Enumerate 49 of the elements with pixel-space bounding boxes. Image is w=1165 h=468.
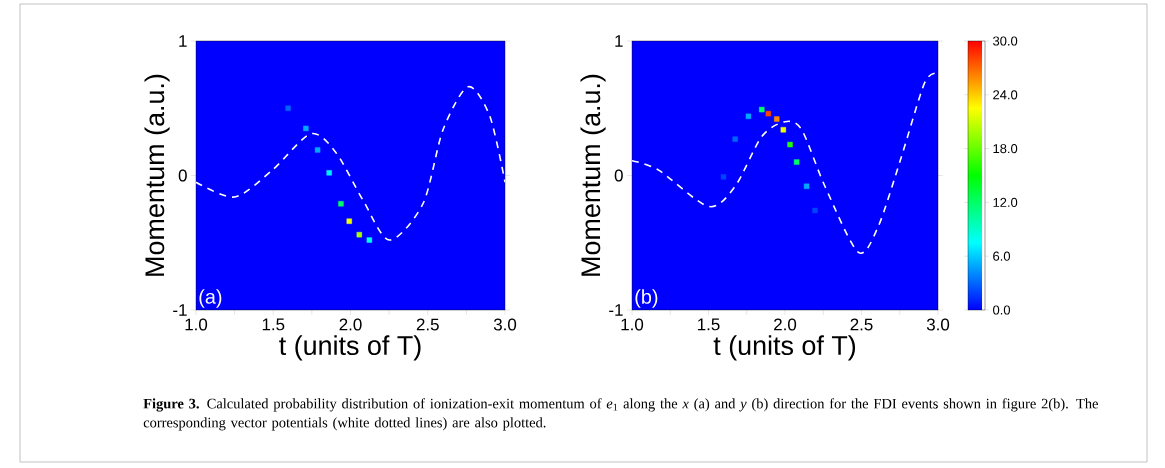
point [774, 116, 780, 122]
point [356, 231, 363, 238]
color-bar-label: 18.0 [993, 144, 1018, 154]
point [793, 159, 800, 165]
y-tick-label: 0 [614, 169, 623, 182]
color-bar-label: 24.0 [993, 90, 1018, 100]
x-tick-label: 2.0 [774, 318, 797, 331]
point [803, 183, 810, 189]
color-bar-label: 0.0 [993, 305, 1011, 315]
point [745, 113, 752, 120]
line-series [196, 85, 505, 241]
point [338, 201, 344, 207]
x-tick-label: 2.5 [416, 318, 439, 331]
color-bar-label: 12.0 [993, 197, 1018, 207]
x-tick-label: 1.5 [262, 318, 285, 331]
color-bar-label: 6.0 [993, 251, 1011, 261]
point [787, 141, 793, 148]
text: Figure 3. Calculated probability distribution of ionization-exit momentum of e$_{1}$ along the x (a) and y (b) direction for the FDI events shown in figure 2(b). The corresponding vector potentials (white dotted lines) are also plotted. [143, 398, 1098, 431]
point [732, 136, 738, 142]
y-axis-title: Momentum (a.u.) [144, 74, 170, 276]
point [765, 110, 772, 117]
x-tick-label: 3.0 [926, 318, 950, 331]
y-axis-title: Momentum (a.u.) [580, 74, 606, 276]
y-tick-label: 1 [615, 35, 623, 47]
x-tick-label: 1.0 [185, 318, 208, 331]
x-axis-title: t (units of T) [279, 335, 421, 361]
color-bar-label: 30.0 [993, 36, 1018, 46]
point [366, 237, 373, 243]
point [759, 106, 765, 113]
point [720, 174, 727, 180]
point [303, 125, 309, 132]
point [314, 147, 321, 153]
y-tick-label: -1 [173, 304, 187, 316]
x-tick-label: 2.0 [339, 318, 362, 331]
annotation: (a) [199, 289, 222, 308]
y-tick-label: 0 [178, 169, 187, 182]
point [812, 207, 818, 214]
point [326, 170, 332, 176]
point [780, 127, 787, 133]
point [346, 218, 352, 224]
x-axis-title: t (units of T) [713, 335, 856, 361]
x-tick-label: 1.5 [698, 318, 720, 331]
x-tick-label: 1.0 [621, 318, 644, 331]
annotation: (b) [635, 289, 658, 308]
y-tick-label: 1 [179, 35, 187, 47]
x-tick-label: 3.0 [493, 318, 517, 331]
x-tick-label: 2.5 [850, 318, 873, 331]
point [285, 105, 291, 111]
y-tick-label: -1 [609, 304, 623, 316]
